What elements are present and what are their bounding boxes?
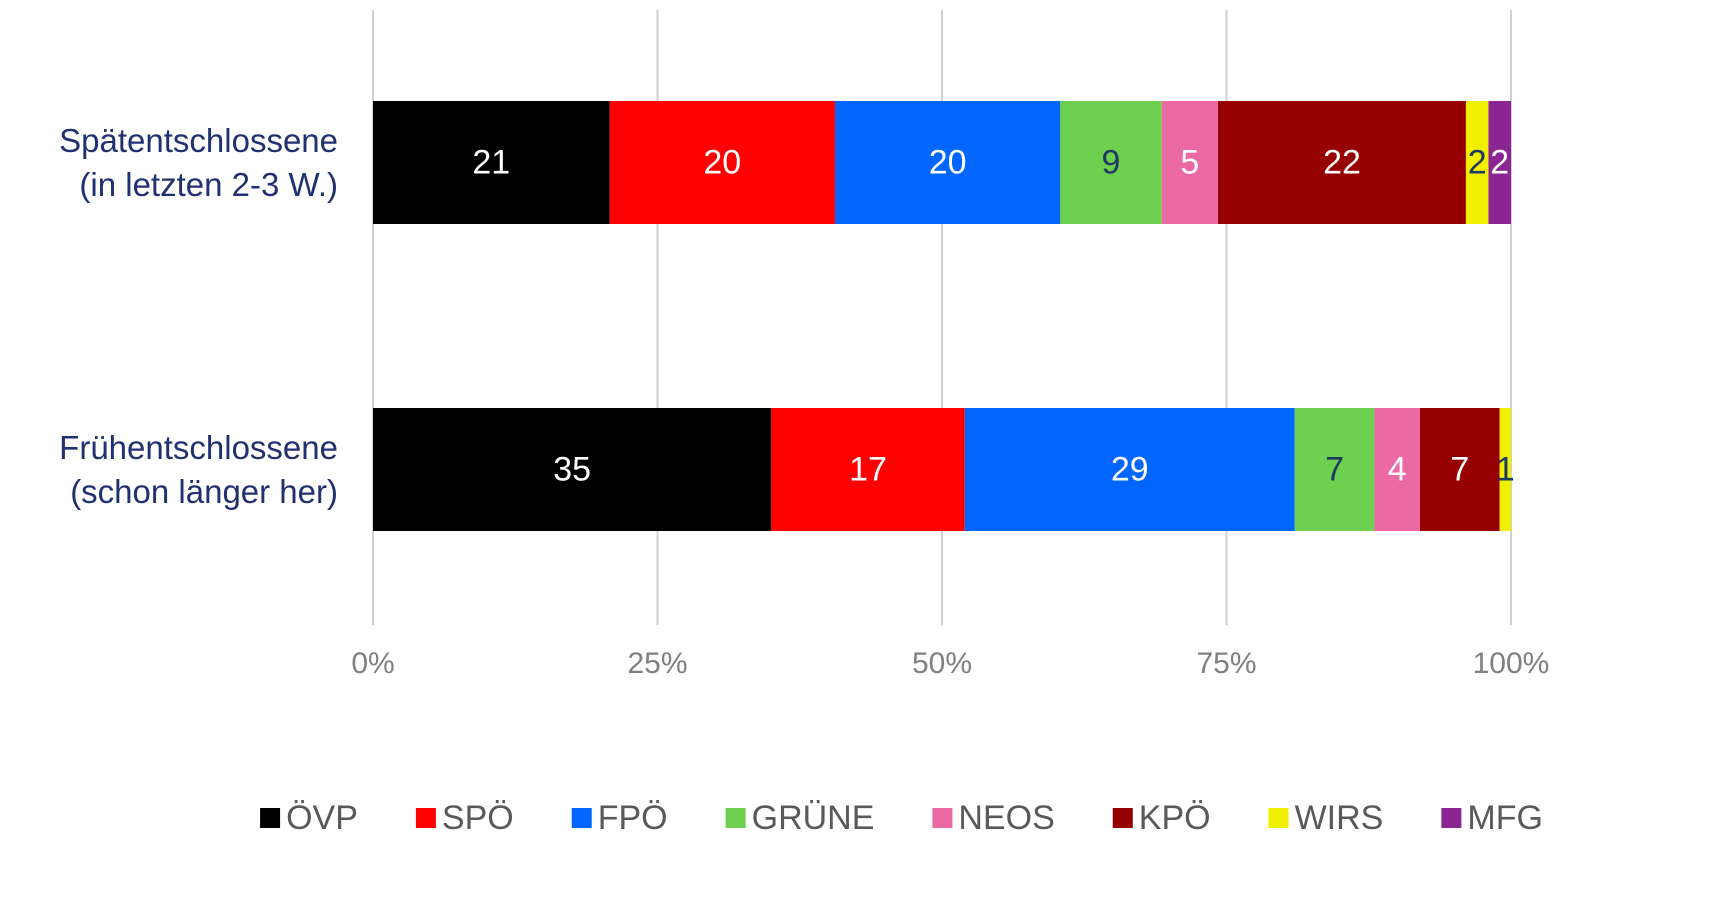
data-label: 20 — [929, 143, 967, 181]
legend-swatch — [415, 808, 436, 828]
bar-segment — [834, 101, 1061, 224]
bar-segment — [1488, 101, 1511, 224]
legend-swatch — [260, 808, 281, 828]
data-label: 29 — [1111, 450, 1149, 488]
x-tick-label: 75% — [1196, 647, 1256, 680]
x-tick-label: 100% — [1473, 647, 1550, 680]
legend-item: GRÜNE — [725, 799, 875, 837]
data-label: 2 — [1490, 143, 1509, 181]
legend-label: GRÜNE — [752, 799, 875, 837]
data-label: 1 — [1496, 450, 1515, 488]
data-label: 7 — [1325, 450, 1344, 488]
legend-label: ÖVP — [286, 799, 358, 837]
data-label: 17 — [849, 450, 887, 488]
data-label: 21 — [472, 143, 510, 181]
data-label: 7 — [1450, 450, 1469, 488]
bar-segment — [1218, 101, 1466, 224]
legend-swatch — [1268, 808, 1289, 828]
data-label: 20 — [703, 143, 741, 181]
bar-segment — [1294, 408, 1375, 531]
bar-segment — [1419, 408, 1500, 531]
legend-item: NEOS — [932, 799, 1055, 837]
data-label: 9 — [1102, 143, 1121, 181]
legend-swatch — [1112, 808, 1133, 828]
data-label: 22 — [1323, 143, 1361, 181]
data-label: 5 — [1180, 143, 1199, 181]
legend-label: SPÖ — [442, 799, 514, 837]
legend-item: MFG — [1441, 799, 1543, 837]
bar-segment — [1161, 101, 1219, 224]
legend-item: WIRS — [1268, 799, 1384, 837]
legend-label: MFG — [1467, 799, 1543, 837]
legend-swatch — [932, 808, 953, 828]
category-label: Frühentschlossene (schon länger her) — [59, 428, 338, 510]
x-tick-label: 0% — [351, 647, 394, 680]
legend-swatch — [725, 808, 746, 828]
legend-item: SPÖ — [415, 799, 514, 837]
legend-item: KPÖ — [1112, 799, 1211, 837]
legend-item: ÖVP — [260, 799, 358, 837]
category-label: Spätentschlossene (in letzten 2-3 W.) — [59, 121, 338, 203]
data-label: 2 — [1468, 143, 1487, 181]
bar-segment — [771, 408, 965, 531]
bar-segment — [609, 101, 835, 224]
x-tick-label: 25% — [627, 647, 687, 680]
bar-segment — [1060, 101, 1162, 224]
legend-swatch — [1441, 808, 1462, 828]
data-label: 4 — [1388, 450, 1407, 488]
legend-item: FPÖ — [571, 799, 668, 837]
bar-segment — [1374, 408, 1420, 531]
legend-label: KPÖ — [1139, 799, 1211, 837]
x-tick-label: 50% — [912, 647, 972, 680]
legend-label: FPÖ — [598, 799, 668, 837]
legend-label: WIRS — [1295, 799, 1384, 837]
bar-segment — [373, 408, 772, 531]
bar-segment — [1465, 101, 1489, 224]
bar-segment — [1499, 408, 1511, 531]
data-label: 35 — [553, 450, 591, 488]
legend-label: NEOS — [958, 799, 1054, 837]
legend-swatch — [571, 808, 592, 828]
bar-segment — [964, 408, 1295, 531]
bar-segment — [373, 101, 610, 224]
